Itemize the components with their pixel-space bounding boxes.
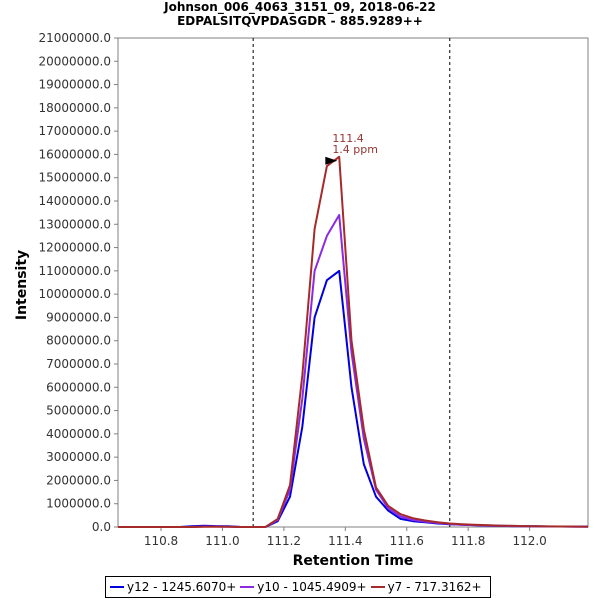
chart-title: Johnson_006_4063_3151_09, 2018-06-22 <box>164 0 436 14</box>
legend: y12 - 1245.6070+ y10 - 1045.4909+ y7 - 717… <box>105 576 491 598</box>
annotation-label: 111.4 <box>332 132 364 145</box>
y-tick-label: 0.0 <box>92 520 111 534</box>
x-tick-label: 111.8 <box>451 534 485 548</box>
y-tick-label: 18000000.0 <box>38 101 111 115</box>
plot-area: 0.0 1000000.0 2000000.0 3000000.0 4000000.0 5… <box>38 31 589 548</box>
y-tick-label: 7000000.0 <box>46 357 111 371</box>
x-tick-label: 110.8 <box>144 534 178 548</box>
annotation-arrow <box>325 156 338 165</box>
x-tick-label: 111.4 <box>328 534 362 548</box>
y-tick-label: 8000000.0 <box>46 334 111 348</box>
x-tick-label: 111.2 <box>267 534 301 548</box>
legend-swatch <box>240 586 255 588</box>
x-tick-label: 111.6 <box>390 534 424 548</box>
legend-item: y12 - 1245.6070+ <box>110 580 236 594</box>
y-tick-label: 4000000.0 <box>46 427 111 441</box>
series-line <box>118 155 589 528</box>
y-tick-label: 6000000.0 <box>46 380 111 394</box>
y-tick-label: 10000000.0 <box>38 287 111 301</box>
x-tick-label: 111.0 <box>205 534 239 548</box>
y-tick-label: 1000000.0 <box>46 497 111 511</box>
plot-border <box>117 37 589 528</box>
y-tick-label: 20000000.0 <box>38 54 111 68</box>
y-tick-label: 5000000.0 <box>46 404 111 418</box>
y-tick-label: 11000000.0 <box>38 264 111 278</box>
y-tick-label: 14000000.0 <box>38 194 111 208</box>
y-tick-label: 19000000.0 <box>38 78 111 92</box>
legend-swatch <box>110 586 124 588</box>
y-tick-label: 2000000.0 <box>46 473 111 487</box>
annotation-label: 1.4 ppm <box>332 143 378 156</box>
legend-label: y7 - 717.3162+ <box>387 580 482 594</box>
legend-label: y10 - 1045.4909+ <box>257 580 367 594</box>
y-tick-label: 3000000.0 <box>46 450 111 464</box>
y-tick-label: 17000000.0 <box>38 124 111 138</box>
y-axis-label: Intensity <box>14 250 30 320</box>
y-tick-label: 12000000.0 <box>38 241 111 255</box>
chart-subtitle: EDPALSITQVPDASGDR - 885.9289++ <box>177 14 423 28</box>
y-tick-label: 16000000.0 <box>38 147 111 161</box>
legend-item: y7 - 717.3162+ <box>370 580 482 594</box>
y-tick-label: 21000000.0 <box>38 31 111 45</box>
legend-label: y12 - 1245.6070+ <box>127 580 237 594</box>
legend-item: y10 - 1045.4909+ <box>240 580 367 594</box>
y-tick-label: 15000000.0 <box>38 171 111 185</box>
x-tick-label: 112.0 <box>512 534 546 548</box>
y-tick-label: 13000000.0 <box>38 217 111 231</box>
legend-swatch <box>370 586 385 588</box>
y-tick-label: 9000000.0 <box>46 310 111 324</box>
x-axis-label: Retention Time <box>293 553 414 569</box>
